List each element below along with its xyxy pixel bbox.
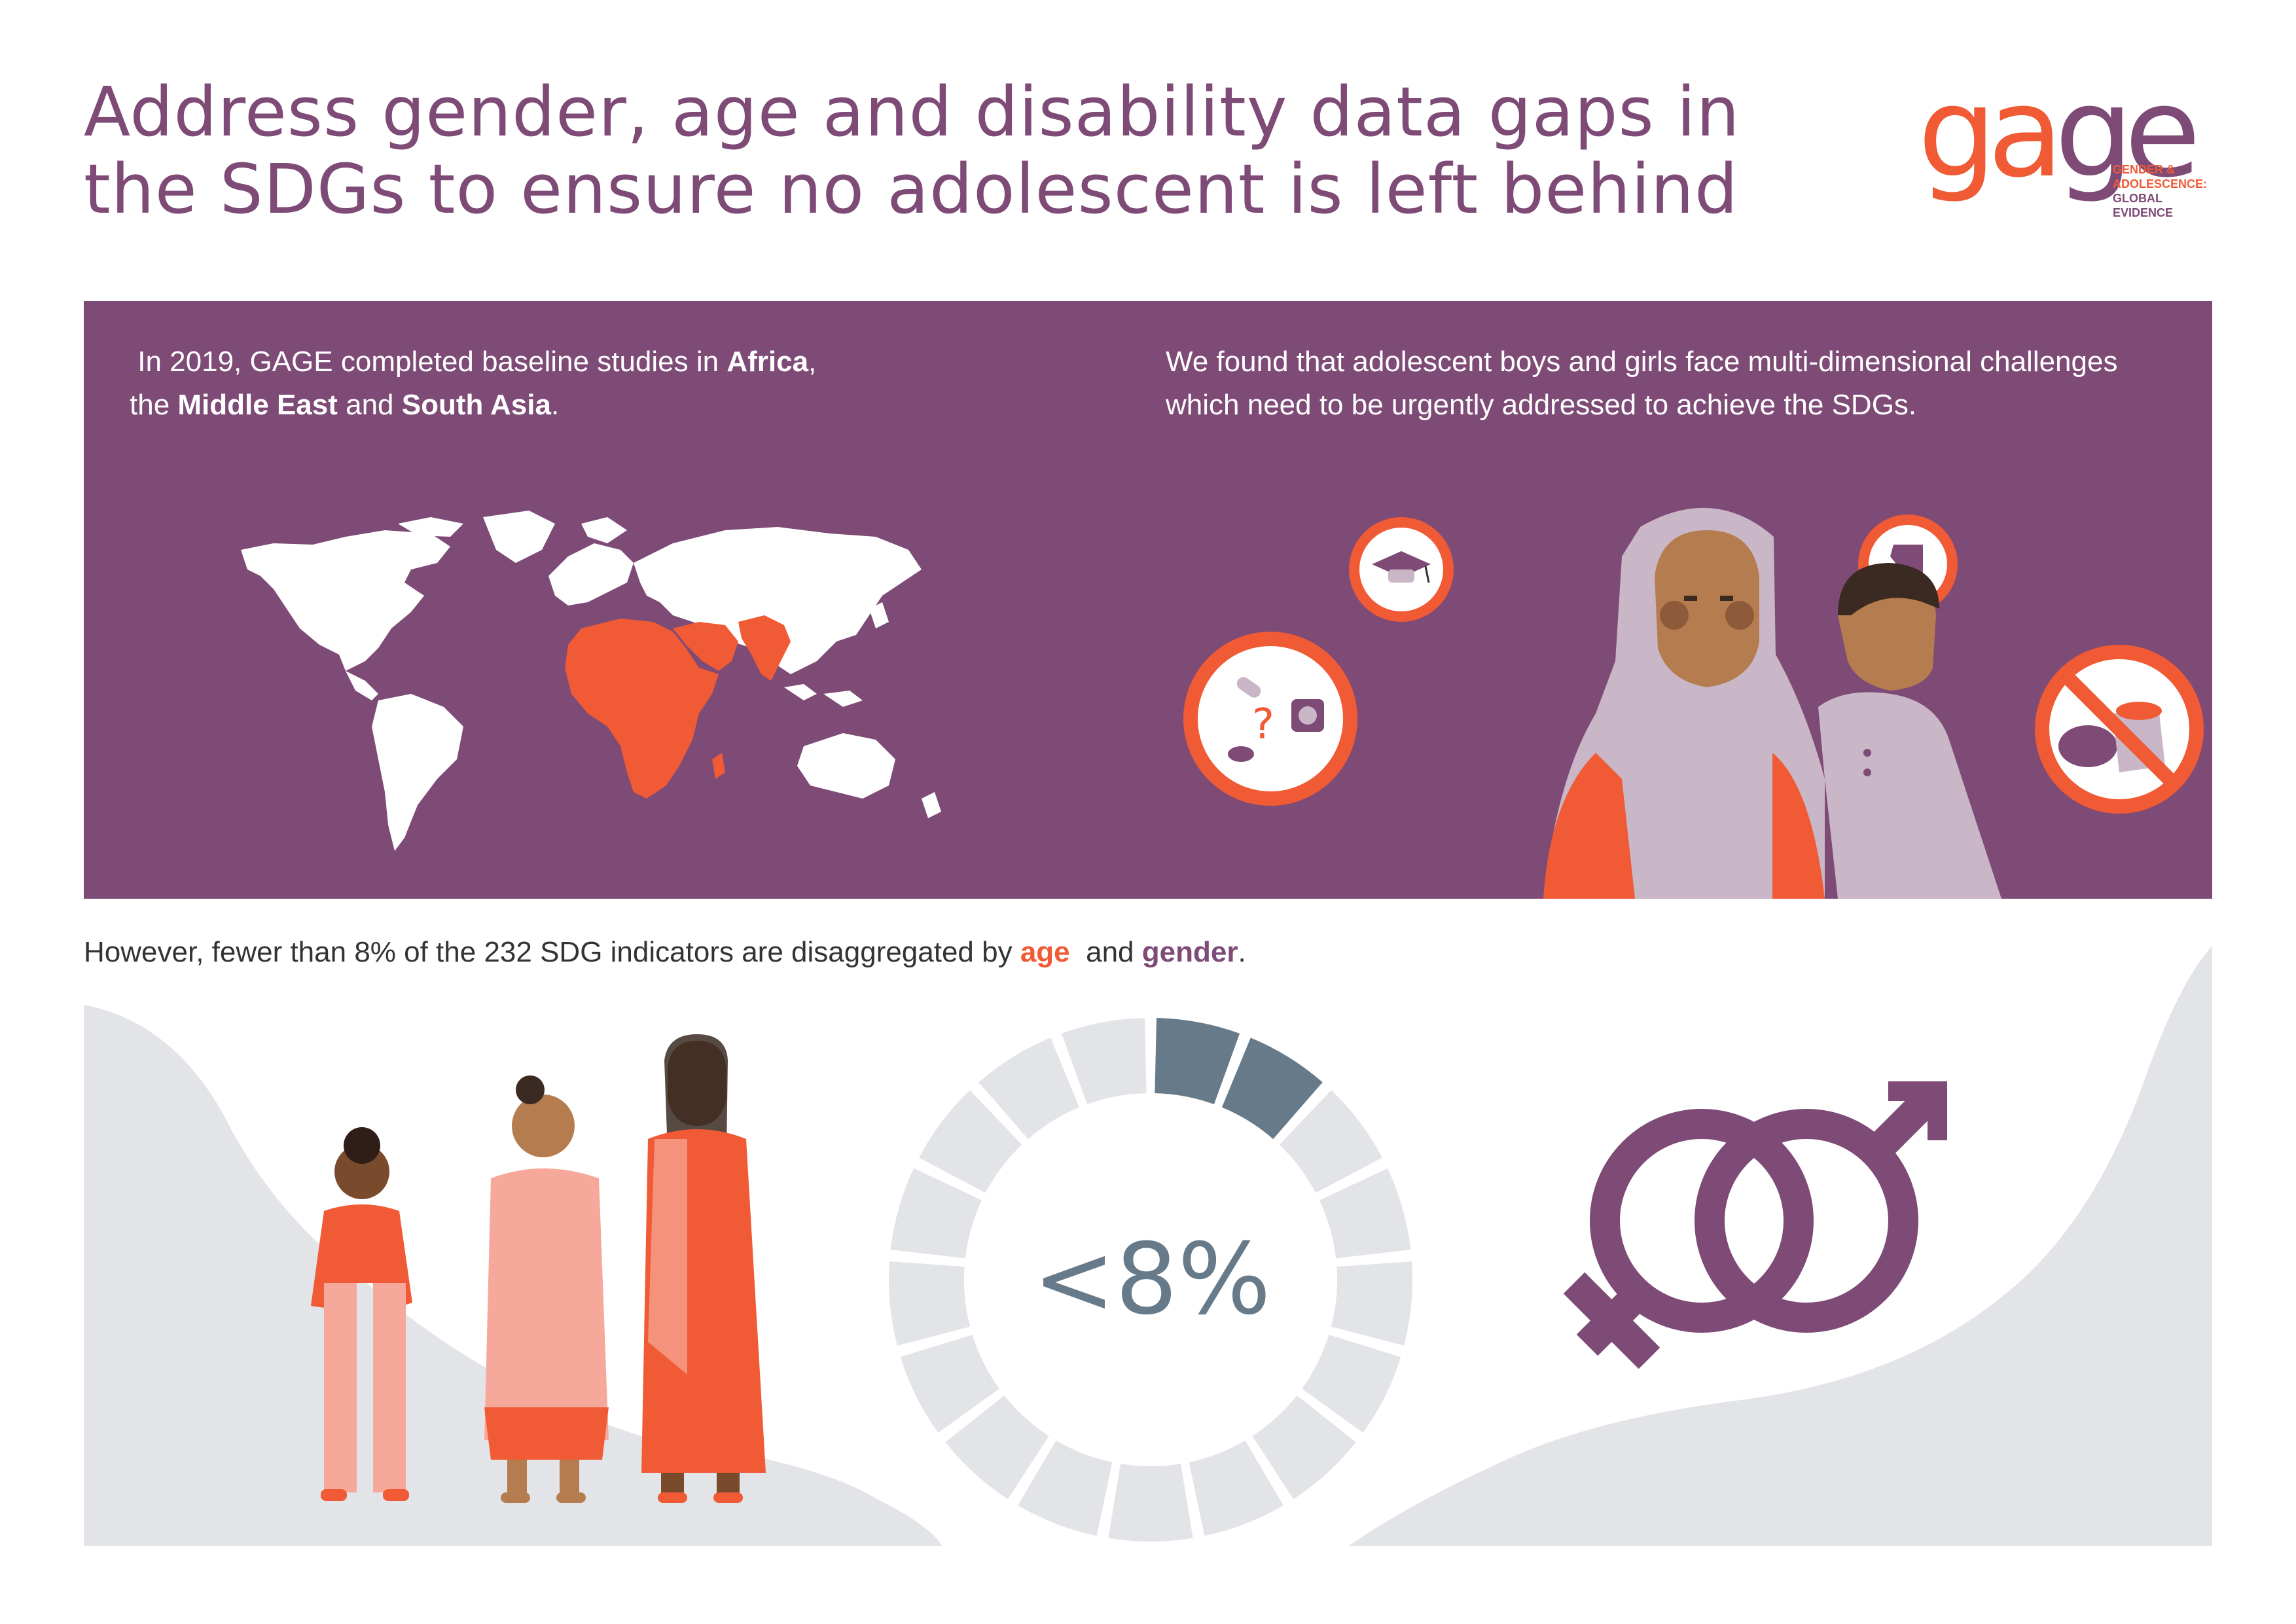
logo-tagline-line: ADOLESCENCE: <box>2113 177 2208 190</box>
logo-tagline-line: GENDER & <box>2113 163 2176 176</box>
indicators-text: However, fewer than 8% of the 232 SDG in… <box>84 936 1246 968</box>
gender-keyword: gender <box>1141 936 1238 968</box>
ring-segment <box>1108 1464 1193 1542</box>
ring-segment-highlighted <box>1221 1038 1323 1140</box>
ring-segment <box>1252 1395 1356 1500</box>
boy <box>1818 563 2001 899</box>
age-keyword: age <box>1020 936 1070 968</box>
young-adolescent-girl <box>311 1127 412 1501</box>
girl-in-hijab <box>1543 507 1825 899</box>
svg-text:?: ? <box>1252 700 1274 749</box>
contraception-question-icon: ? <box>1183 632 1357 806</box>
ring-segment <box>900 1335 999 1433</box>
logo-word-part-2: ge <box>2054 60 2200 205</box>
study-regions-text: In 2019, GAGE completed baseline studies… <box>130 346 817 421</box>
ring-segment <box>1061 1018 1147 1104</box>
ring-segment-highlighted <box>1155 1018 1240 1104</box>
sdg-indicators-ring <box>888 1018 1412 1542</box>
page-title: Address gender, age and disability data … <box>84 72 1740 229</box>
logo-tagline: GENDER & ADOLESCENCE: GLOBAL EVIDENCE <box>2113 162 2270 220</box>
ring-segment <box>1331 1261 1412 1346</box>
no-food-icon <box>2035 645 2204 814</box>
logo-tagline-line: GLOBAL <box>2113 192 2162 205</box>
map-south-asia-highlight <box>738 615 791 681</box>
older-adolescent-girl <box>641 1034 766 1503</box>
ring-segment <box>890 1168 982 1259</box>
left-grey-hill <box>84 1005 942 1546</box>
ring-segment <box>1319 1168 1411 1259</box>
percent-label: <8% <box>1033 1223 1271 1337</box>
map-europe <box>548 543 634 605</box>
logo-tagline-line: EVIDENCE <box>2113 206 2174 219</box>
male-arrow-head-icon <box>1888 1081 1947 1140</box>
map-asia <box>634 527 922 674</box>
ring-segment <box>1018 1440 1113 1536</box>
middle-adolescent-girl <box>484 1075 609 1503</box>
findings-text: We found that adolescent boys and girls … <box>1166 346 2118 421</box>
graduation-cap-icon <box>1349 517 1454 622</box>
world-map <box>241 511 941 851</box>
ring-segment <box>978 1038 1080 1140</box>
map-north-america <box>241 530 450 671</box>
study-panel: In 2019, GAGE completed baseline studies… <box>84 301 2212 899</box>
map-australia <box>797 733 895 799</box>
adolescents-illustration: ? <box>1183 507 2204 899</box>
map-africa-highlight <box>565 619 719 799</box>
map-middle-east-highlight <box>673 622 738 671</box>
logo-word-part-1: ga <box>1918 60 2064 205</box>
region-middle-east: Middle East <box>177 389 338 421</box>
map-greenland <box>483 511 555 563</box>
map-south-america <box>372 694 463 851</box>
region-africa: Africa <box>726 346 809 378</box>
gender-symbol-icon <box>1563 1082 1945 1369</box>
region-south-asia: South Asia <box>401 389 551 421</box>
ring-segment <box>888 1261 971 1346</box>
right-grey-hill <box>1348 946 2212 1546</box>
ring-segment <box>1189 1440 1283 1536</box>
ring-segment <box>919 1090 1022 1193</box>
gage-logo: gage GENDER & ADOLESCENCE: GLOBAL EVIDEN… <box>1918 60 2258 221</box>
ring-segment <box>945 1395 1049 1500</box>
ring-segment <box>1279 1090 1382 1193</box>
ring-segment <box>1302 1335 1401 1433</box>
